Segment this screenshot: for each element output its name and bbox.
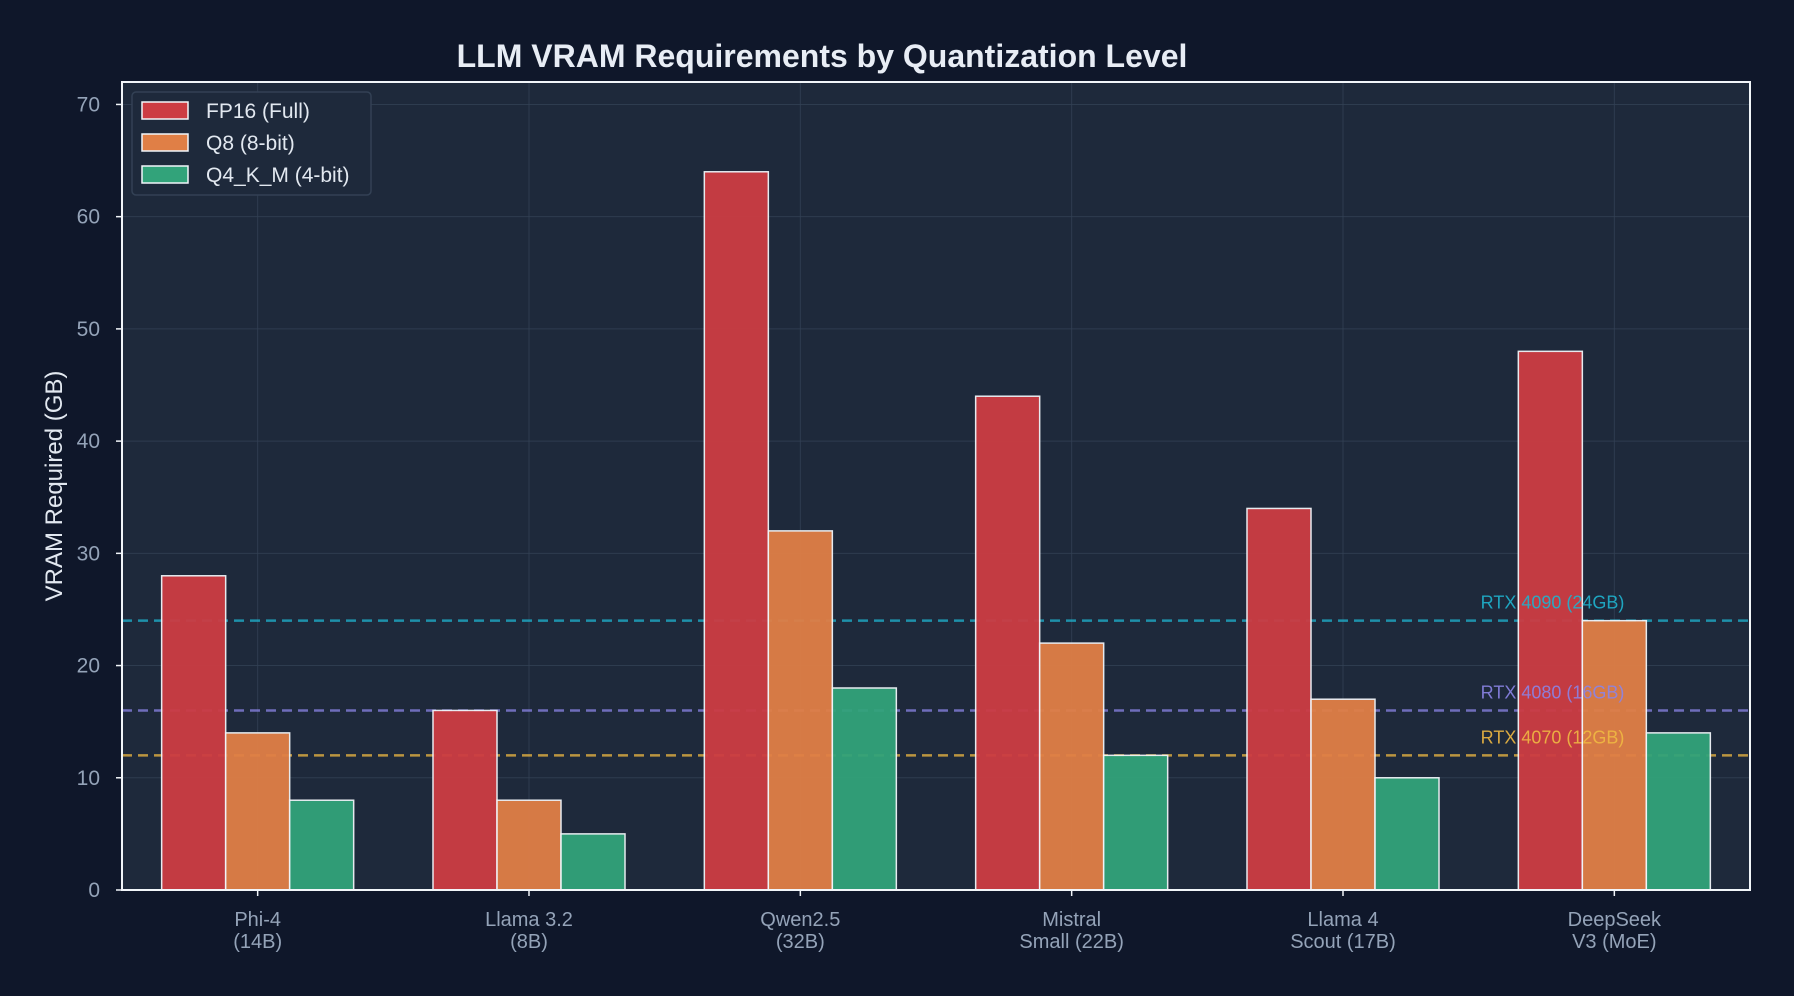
legend-label: Q8 (8-bit): [206, 132, 295, 155]
legend: FP16 (Full) Q8 (8-bit) Q4_K_M (4-bit): [131, 91, 372, 196]
y-tick-label: 10: [77, 767, 100, 790]
y-tick-label: 0: [88, 879, 100, 902]
reference-line-label: RTX 4080 (16GB): [1481, 682, 1625, 702]
legend-box: [131, 91, 372, 196]
x-tick-label: (14B): [233, 931, 282, 953]
bar: [703, 171, 770, 891]
y-tick-label: 70: [77, 93, 100, 116]
y-tick-label: 50: [77, 318, 100, 341]
bar: [160, 575, 227, 891]
bar: [496, 799, 562, 891]
bar: [432, 709, 498, 891]
x-tick-label: Phi-4: [234, 909, 281, 931]
x-tick-label: Small (22B): [1019, 931, 1123, 953]
legend-label: Q4_K_M (4-bit): [206, 164, 350, 187]
x-tick-label: DeepSeek: [1568, 909, 1662, 931]
x-tick-label: V3 (MoE): [1572, 931, 1656, 953]
reference-labels: RTX 4090 (24GB) RTX 4080 (16GB) RTX 4070 (…: [1481, 593, 1625, 748]
x-tick-label: (32B): [776, 931, 825, 953]
bar: [1581, 619, 1648, 891]
legend-swatch: [141, 101, 189, 120]
legend-swatch: [141, 165, 189, 184]
bar: [1374, 777, 1440, 891]
x-tick-label: Mistral: [1042, 909, 1101, 931]
reference-line-label: RTX 4090 (24GB): [1481, 593, 1625, 613]
bar: [767, 530, 834, 891]
bars: [160, 171, 1712, 891]
plot-area-background: [122, 82, 1750, 890]
y-tick-label: 30: [77, 542, 100, 565]
plot-frame: [121, 81, 1751, 891]
bar: [1038, 642, 1105, 891]
x-axis-ticks: Phi-4(14B) Llama 3.2(8B) Qwen2.5(32B) Mistr…: [233, 890, 1662, 953]
legend-label: FP16 (Full): [206, 100, 310, 123]
chart-title: LLM VRAM Requirements by Quantization Le…: [457, 38, 1188, 74]
bar: [1645, 732, 1712, 891]
y-tick-label: 20: [77, 655, 100, 678]
x-tick-label: Llama 4: [1307, 909, 1378, 931]
bar: [831, 687, 898, 891]
x-tick-label: Qwen2.5: [760, 909, 840, 931]
legend-swatch: [141, 133, 189, 152]
bar: [1246, 507, 1312, 891]
y-axis-ticks: 0 10 20 30 40 50 60 70: [77, 93, 122, 902]
bar: [1310, 698, 1376, 891]
x-tick-label: Llama 3.2: [485, 909, 573, 931]
bar: [1517, 350, 1584, 891]
reference-line-label: RTX 4070 (12GB): [1481, 727, 1625, 747]
bar: [974, 395, 1041, 891]
bar: [560, 833, 626, 891]
bar: [1102, 754, 1169, 891]
y-axis-label: VRAM Required (GB): [41, 371, 68, 602]
bar: [224, 732, 291, 891]
x-tick-label: (8B): [510, 931, 548, 953]
bar: [288, 799, 355, 891]
x-tick-label: Scout (17B): [1290, 931, 1396, 953]
y-tick-label: 60: [77, 206, 100, 229]
y-tick-label: 40: [77, 430, 100, 453]
